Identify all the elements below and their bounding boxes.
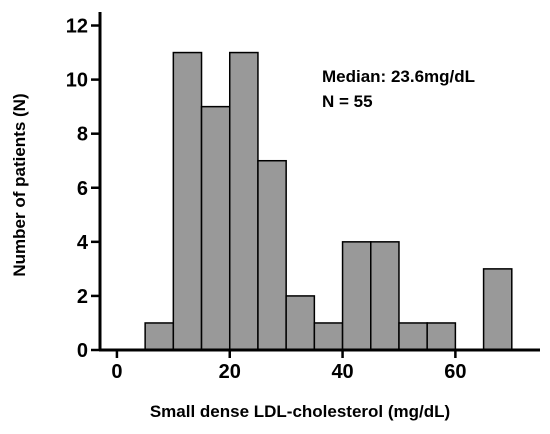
y-tick-label: 12 <box>66 16 88 38</box>
histogram-bar <box>398 322 428 351</box>
x-axis-title: Small dense LDL-cholesterol (mg/dL) <box>150 402 450 421</box>
histogram-bar <box>426 322 457 351</box>
median-annotation: Median: 23.6mg/dL <box>322 67 475 86</box>
histogram-bar <box>341 241 372 351</box>
histogram-bar <box>257 159 287 351</box>
x-tick-label: 60 <box>444 361 466 383</box>
histogram-bar <box>172 51 203 351</box>
histogram-bar <box>370 241 400 351</box>
y-tick-label: 10 <box>66 70 88 92</box>
y-axis-title: Number of patients (N) <box>10 93 29 276</box>
histogram-bar <box>482 268 513 351</box>
x-tick-label: 0 <box>111 361 122 383</box>
ticks-group: 0 2 4 6 8 10 12 0 20 40 60 <box>66 16 467 383</box>
y-tick-label: 0 <box>77 340 88 362</box>
y-tick-label: 4 <box>77 232 89 254</box>
histogram-bar <box>200 105 231 351</box>
histogram-bar <box>313 322 344 351</box>
histogram-bar <box>285 295 316 351</box>
n-annotation: N = 55 <box>322 92 373 111</box>
y-tick-label: 6 <box>77 178 88 200</box>
histogram-bar <box>228 51 259 351</box>
x-tick-label: 40 <box>331 361 353 383</box>
y-tick-label: 2 <box>77 286 88 308</box>
x-tick-label: 20 <box>219 361 241 383</box>
y-tick-label: 8 <box>77 124 88 146</box>
histogram-bar <box>144 322 175 351</box>
axes-group <box>98 12 540 352</box>
bars-group <box>144 51 513 351</box>
